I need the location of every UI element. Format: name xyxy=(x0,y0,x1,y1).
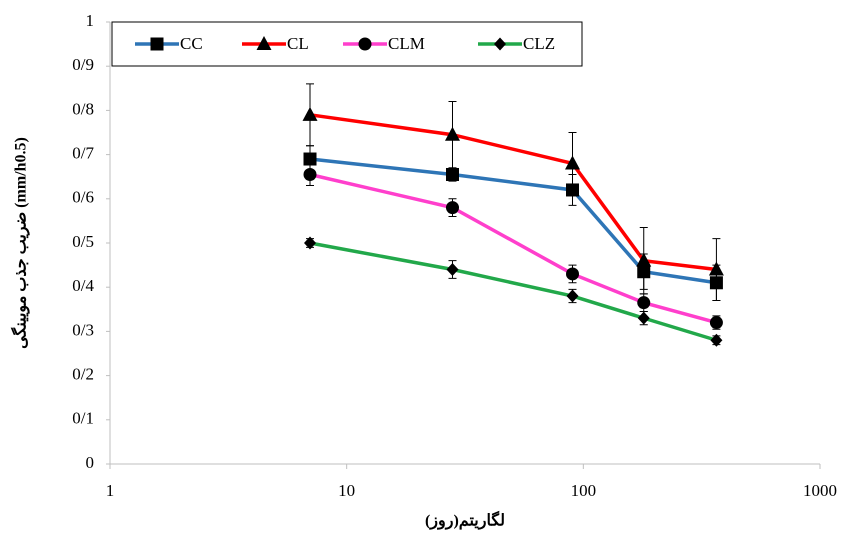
x-tick-label: 10 xyxy=(338,481,355,500)
series-line xyxy=(309,113,717,272)
marker xyxy=(302,106,318,121)
y-tick-label: 0/9 xyxy=(72,55,94,74)
x-tick-label: 1 xyxy=(106,481,115,500)
x-axis-label: لگاریتم(روز) xyxy=(425,511,505,531)
marker xyxy=(303,167,317,181)
marker xyxy=(566,267,580,281)
y-axis-label: ضریب جذب مویینگی (mm/h0.5) xyxy=(11,137,31,349)
series-line xyxy=(309,157,717,285)
marker xyxy=(358,37,372,51)
marker xyxy=(494,37,506,51)
legend-label: CL xyxy=(287,34,309,53)
marker xyxy=(637,311,650,325)
y-tick-label: 0/2 xyxy=(72,365,94,384)
x-tick-label: 1000 xyxy=(803,481,837,500)
legend-label: CC xyxy=(180,34,203,53)
marker xyxy=(150,37,164,51)
legend-label: CLM xyxy=(388,34,425,53)
x-tick-label: 100 xyxy=(571,481,597,500)
y-tick-label: 0 xyxy=(86,453,95,472)
marker xyxy=(304,236,317,250)
marker xyxy=(566,289,579,303)
marker xyxy=(710,333,723,347)
marker xyxy=(636,252,652,267)
marker xyxy=(303,152,317,166)
marker xyxy=(565,155,581,170)
y-tick-label: 0/4 xyxy=(72,276,94,295)
y-tick-label: 0/6 xyxy=(72,188,94,207)
y-tick-label: 0/8 xyxy=(72,99,94,118)
marker xyxy=(708,261,724,276)
y-tick-label: 1 xyxy=(86,11,95,30)
y-tick-label: 0/7 xyxy=(72,144,94,163)
legend-label: CLZ xyxy=(523,34,555,53)
marker xyxy=(637,296,651,310)
marker xyxy=(709,316,723,330)
marker xyxy=(445,167,459,181)
y-tick-label: 0/3 xyxy=(72,320,94,339)
marker xyxy=(444,126,460,141)
series-line xyxy=(309,241,717,342)
y-tick-label: 0/5 xyxy=(72,232,94,251)
y-tick-label: 0/1 xyxy=(72,409,94,428)
marker xyxy=(446,263,459,277)
marker xyxy=(445,201,459,215)
marker xyxy=(256,36,272,50)
series-line xyxy=(309,172,717,325)
